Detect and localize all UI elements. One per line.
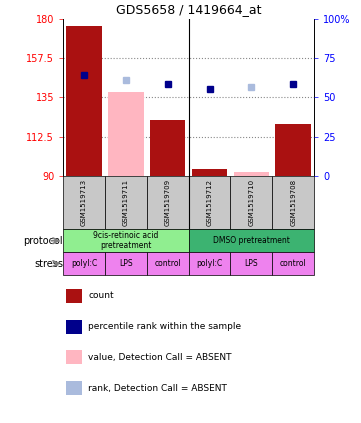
Text: GSM1519708: GSM1519708	[290, 179, 296, 226]
Bar	[63, 252, 105, 275]
Text: protocol: protocol	[23, 236, 63, 246]
Bar	[105, 252, 147, 275]
Text: LPS: LPS	[244, 259, 258, 268]
Bar	[147, 176, 188, 229]
Text: count: count	[88, 291, 114, 300]
Text: DMSO pretreatment: DMSO pretreatment	[213, 236, 290, 245]
Bar	[66, 26, 102, 176]
Bar	[66, 289, 82, 303]
Bar	[188, 176, 230, 229]
Text: percentile rank within the sample: percentile rank within the sample	[88, 322, 242, 331]
Bar	[66, 320, 82, 334]
Text: GSM1519710: GSM1519710	[248, 179, 255, 226]
Bar	[188, 252, 230, 275]
Bar	[105, 176, 147, 229]
Text: GSM1519709: GSM1519709	[165, 179, 171, 226]
Text: control: control	[280, 259, 306, 268]
Text: control: control	[155, 259, 181, 268]
Text: polyI:C: polyI:C	[71, 259, 97, 268]
Bar	[230, 176, 272, 229]
Bar	[272, 252, 314, 275]
Text: 9cis-retinoic acid
pretreatment: 9cis-retinoic acid pretreatment	[93, 231, 158, 250]
Bar	[230, 252, 272, 275]
Title: GDS5658 / 1419664_at: GDS5658 / 1419664_at	[116, 3, 261, 16]
Bar	[66, 381, 82, 395]
Bar	[275, 124, 311, 176]
Text: GSM1519712: GSM1519712	[206, 179, 213, 226]
Bar	[66, 350, 82, 364]
Bar	[108, 92, 144, 176]
Bar	[147, 252, 188, 275]
Bar	[63, 229, 188, 252]
Bar	[150, 120, 186, 176]
Text: rank, Detection Call = ABSENT: rank, Detection Call = ABSENT	[88, 384, 227, 393]
Text: polyI:C: polyI:C	[196, 259, 223, 268]
Bar	[63, 176, 105, 229]
Text: GSM1519713: GSM1519713	[81, 179, 87, 226]
Bar	[188, 229, 314, 252]
Text: LPS: LPS	[119, 259, 133, 268]
Text: value, Detection Call = ABSENT: value, Detection Call = ABSENT	[88, 353, 232, 362]
Bar	[272, 176, 314, 229]
Bar	[192, 169, 227, 176]
Text: stress: stress	[34, 258, 63, 269]
Text: GSM1519711: GSM1519711	[123, 179, 129, 226]
Bar	[234, 173, 269, 176]
